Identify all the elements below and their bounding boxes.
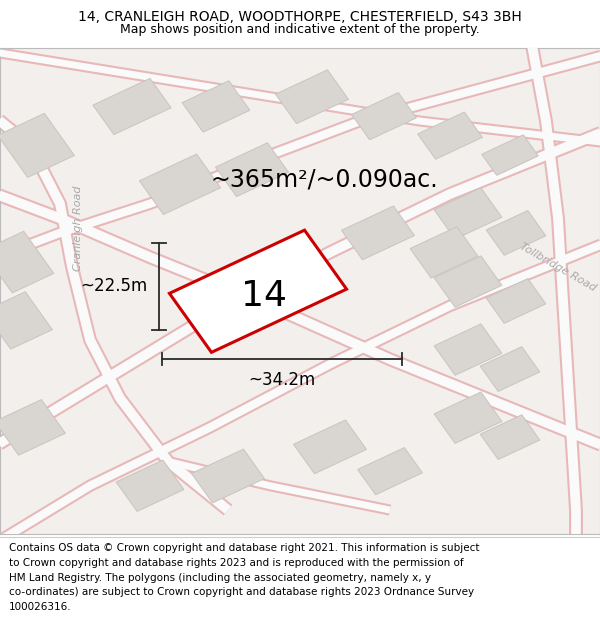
Polygon shape [486, 279, 546, 323]
Text: HM Land Registry. The polygons (including the associated geometry, namely x, y: HM Land Registry. The polygons (includin… [9, 572, 431, 582]
Polygon shape [275, 70, 349, 124]
Polygon shape [434, 256, 502, 308]
Text: Cranleigh Road: Cranleigh Road [73, 185, 83, 271]
Polygon shape [93, 78, 171, 134]
Text: to Crown copyright and database rights 2023 and is reproduced with the permissio: to Crown copyright and database rights 2… [9, 558, 464, 568]
Text: ~365m²/~0.090ac.: ~365m²/~0.090ac. [210, 168, 438, 191]
Polygon shape [0, 231, 54, 293]
Text: ~34.2m: ~34.2m [248, 371, 316, 389]
Text: Contains OS data © Crown copyright and database right 2021. This information is : Contains OS data © Crown copyright and d… [9, 543, 479, 554]
Polygon shape [169, 230, 347, 352]
Text: ~22.5m: ~22.5m [80, 278, 147, 296]
Polygon shape [480, 347, 540, 391]
Polygon shape [352, 92, 416, 140]
Polygon shape [434, 188, 502, 239]
Polygon shape [434, 324, 502, 375]
Polygon shape [341, 206, 415, 260]
Text: 100026316.: 100026316. [9, 602, 71, 612]
Polygon shape [480, 415, 540, 459]
Polygon shape [191, 449, 265, 503]
Polygon shape [116, 460, 184, 511]
Polygon shape [0, 399, 65, 455]
Text: co-ordinates) are subject to Crown copyright and database rights 2023 Ordnance S: co-ordinates) are subject to Crown copyr… [9, 588, 474, 598]
Polygon shape [358, 448, 422, 495]
Text: Map shows position and indicative extent of the property.: Map shows position and indicative extent… [120, 23, 480, 36]
Polygon shape [182, 81, 250, 132]
Text: Tollbridge Road: Tollbridge Road [518, 241, 598, 293]
Polygon shape [486, 211, 546, 255]
Polygon shape [418, 112, 482, 159]
Polygon shape [0, 113, 74, 178]
Polygon shape [434, 392, 502, 443]
Text: 14: 14 [241, 279, 287, 313]
Polygon shape [139, 154, 221, 214]
Polygon shape [410, 227, 478, 278]
Polygon shape [215, 142, 289, 197]
Text: 14, CRANLEIGH ROAD, WOODTHORPE, CHESTERFIELD, S43 3BH: 14, CRANLEIGH ROAD, WOODTHORPE, CHESTERF… [78, 9, 522, 24]
Polygon shape [0, 292, 52, 349]
Polygon shape [482, 135, 538, 176]
Polygon shape [293, 420, 367, 474]
